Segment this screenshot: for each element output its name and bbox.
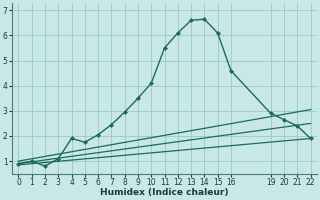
X-axis label: Humidex (Indice chaleur): Humidex (Indice chaleur) <box>100 188 229 197</box>
